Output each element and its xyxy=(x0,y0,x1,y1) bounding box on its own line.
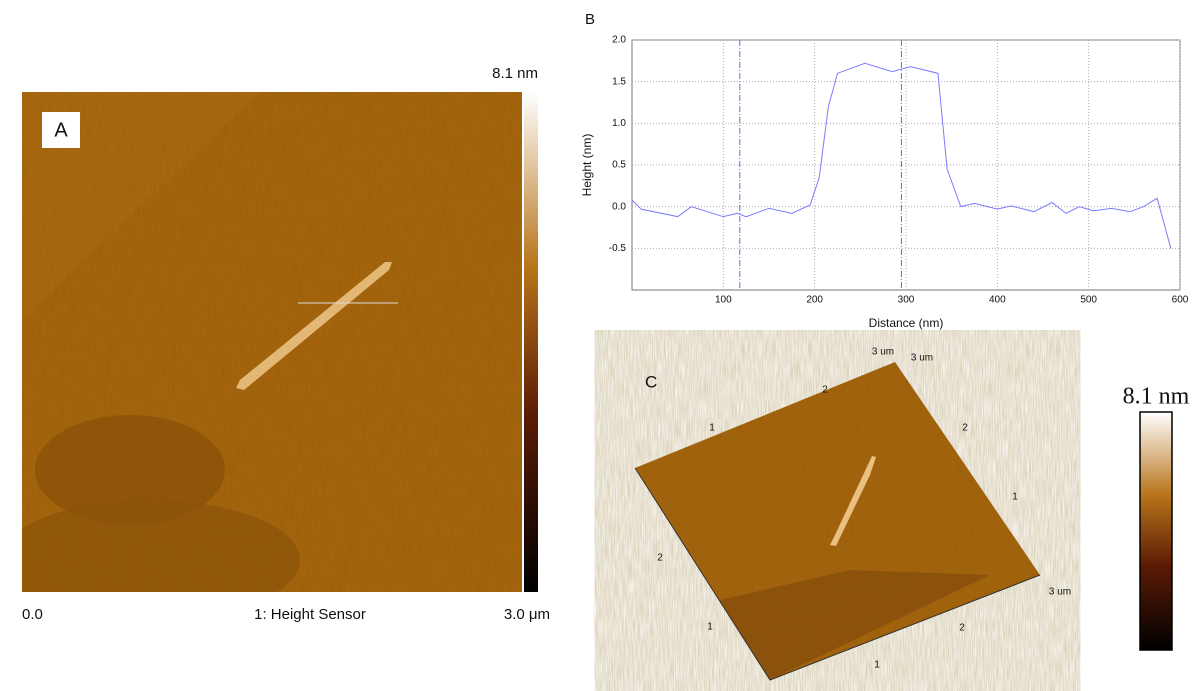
axis-label: 1 xyxy=(709,423,715,434)
y-tick-label: -0.5 xyxy=(609,243,627,254)
axis-label: 3 um xyxy=(911,353,933,364)
x-tick-label: 600 xyxy=(1172,295,1189,306)
colorbar xyxy=(1139,411,1173,651)
afm-texture xyxy=(720,570,990,680)
axis-label: 1 xyxy=(874,660,880,671)
y-tick-label: 0.0 xyxy=(612,201,626,212)
panel-b: B 2.0 1.5 1.0 0.5 0.0 -0.5 100 200 300 400 500 600 Di… xyxy=(580,11,1189,330)
axis-label: 3 um xyxy=(1049,587,1071,598)
afm-texture xyxy=(22,92,522,592)
axis-label: 2 xyxy=(962,423,968,434)
axis-label: 1 xyxy=(1012,492,1018,503)
axis-label: 3 um xyxy=(872,347,894,358)
x-tick-label: 300 xyxy=(898,295,915,306)
panel-a: A 8.1 nm 0.0 1: Height Sensor 3.0 μm xyxy=(22,65,550,623)
scale-max: 8.1 nm xyxy=(492,65,538,82)
panel-label: B xyxy=(585,11,595,28)
y-tick-label: 0.5 xyxy=(612,160,626,171)
x-tick-label: 400 xyxy=(989,295,1006,306)
axis-label: 1 xyxy=(707,622,713,633)
fiber xyxy=(236,262,392,390)
x-start: 0.0 xyxy=(22,606,43,623)
axis-label: 2 xyxy=(822,385,828,396)
panel-c: 8.1 nm C 1 2 3 um 3 um 2 1 3 um 2 1 2 1 xyxy=(634,347,1190,681)
x-tick-label: 200 xyxy=(806,295,823,306)
y-tick-label: 2.0 xyxy=(612,35,626,46)
axis-label: 2 xyxy=(657,553,663,564)
axis-label: 2 xyxy=(959,623,965,634)
y-axis-label: Height (nm) xyxy=(580,134,594,197)
colorbar xyxy=(524,92,538,592)
y-tick-label: 1.0 xyxy=(612,118,626,129)
x-tick-label: 500 xyxy=(1080,295,1097,306)
fiber xyxy=(830,456,876,546)
x-axis-label: Distance (nm) xyxy=(869,316,944,330)
y-tick-label: 1.5 xyxy=(612,76,626,87)
x-end: 3.0 μm xyxy=(504,606,550,623)
panel-label: A xyxy=(54,119,68,141)
channel: 1: Height Sensor xyxy=(254,606,366,623)
scale-max: 8.1 nm xyxy=(1123,384,1190,410)
panel-label: C xyxy=(645,372,657,391)
label-box xyxy=(42,112,80,148)
data-line xyxy=(631,62,1172,249)
x-tick-label: 100 xyxy=(715,295,732,306)
axis xyxy=(634,467,1041,681)
